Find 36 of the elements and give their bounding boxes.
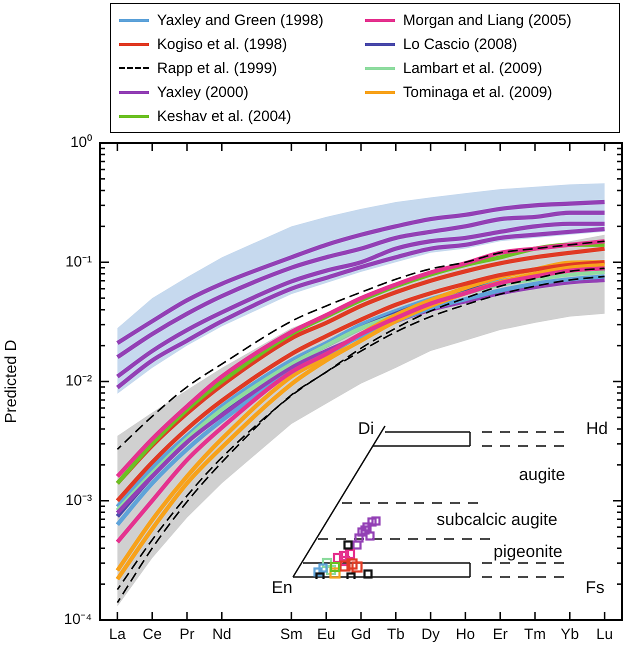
x-tick-label: Tm xyxy=(524,626,546,644)
annotation: Di xyxy=(358,419,374,439)
y-tick-label: 10⁻⁴ xyxy=(64,611,92,628)
x-tick-label: Eu xyxy=(317,626,336,644)
x-tick-label: Nd xyxy=(212,626,232,644)
legend-label: Rapp et al. (1999) xyxy=(157,60,278,76)
x-tick-label: Ce xyxy=(142,626,162,644)
annotation: subcalcic augite xyxy=(436,510,558,530)
x-tick-label: Ho xyxy=(456,626,475,644)
annotation: pigeonite xyxy=(493,542,563,562)
annotation: Fs xyxy=(586,578,604,598)
x-tick-label: Lu xyxy=(596,626,613,644)
annotation: augite xyxy=(518,465,566,485)
x-tick-label: Sm xyxy=(280,626,303,644)
x-tick-label: Gd xyxy=(350,626,372,644)
x-tick-label: Pr xyxy=(180,626,195,644)
legend-label: Tominaga et al. (2009) xyxy=(403,84,552,100)
y-tick-label: 10⁰ xyxy=(70,134,92,152)
legend-label: Yaxley and Green (1998) xyxy=(157,12,324,28)
y-axis-title: Predicted D xyxy=(3,340,20,424)
x-tick-label: Er xyxy=(492,626,508,644)
x-tick-label: Dy xyxy=(421,626,440,644)
annotation: En xyxy=(272,578,292,598)
legend-label: Kogiso et al. (1998) xyxy=(157,36,288,52)
x-tick-label: Tb xyxy=(387,626,405,644)
y-tick-label: 10⁻³ xyxy=(65,492,92,509)
x-tick-label: Yb xyxy=(560,626,579,644)
x-tick-label: La xyxy=(109,626,126,644)
legend-label: Morgan and Liang (2005) xyxy=(403,12,572,28)
annotation: Hd xyxy=(586,419,608,439)
legend-label: Lo Cascio (2008) xyxy=(403,36,518,52)
legend-label: Yaxley (2000) xyxy=(157,84,248,100)
legend-label: Lambart et al. (2009) xyxy=(403,60,542,76)
y-tick-label: 10⁻¹ xyxy=(65,253,92,270)
legend-label: Keshav et al. (2004) xyxy=(157,108,292,124)
y-tick-label: 10⁻² xyxy=(65,372,92,390)
